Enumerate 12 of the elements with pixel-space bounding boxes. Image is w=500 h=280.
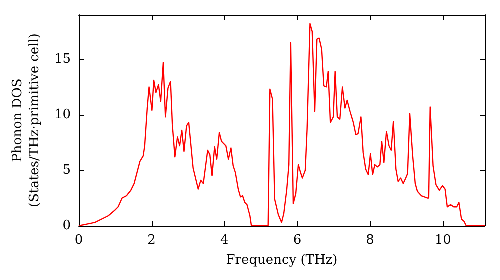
y-tick-label: 15 [54,52,71,67]
x-tick-label: 8 [366,233,374,248]
x-tick-label: 10 [434,233,452,248]
x-tick-label: 4 [220,233,229,248]
x-tick-label: 0 [74,233,84,248]
x-tick-label: 6 [293,233,302,248]
x-tick-label: 2 [148,233,156,248]
y-tick-label: 5 [62,162,71,178]
y-tick-label: 0 [62,218,71,234]
y-tick-label: 10 [54,107,71,122]
x-axis-title: Frequency (THz) [226,252,338,268]
y-axis-title: Phonon DOS (States/THz·primitive cell) [10,33,43,208]
